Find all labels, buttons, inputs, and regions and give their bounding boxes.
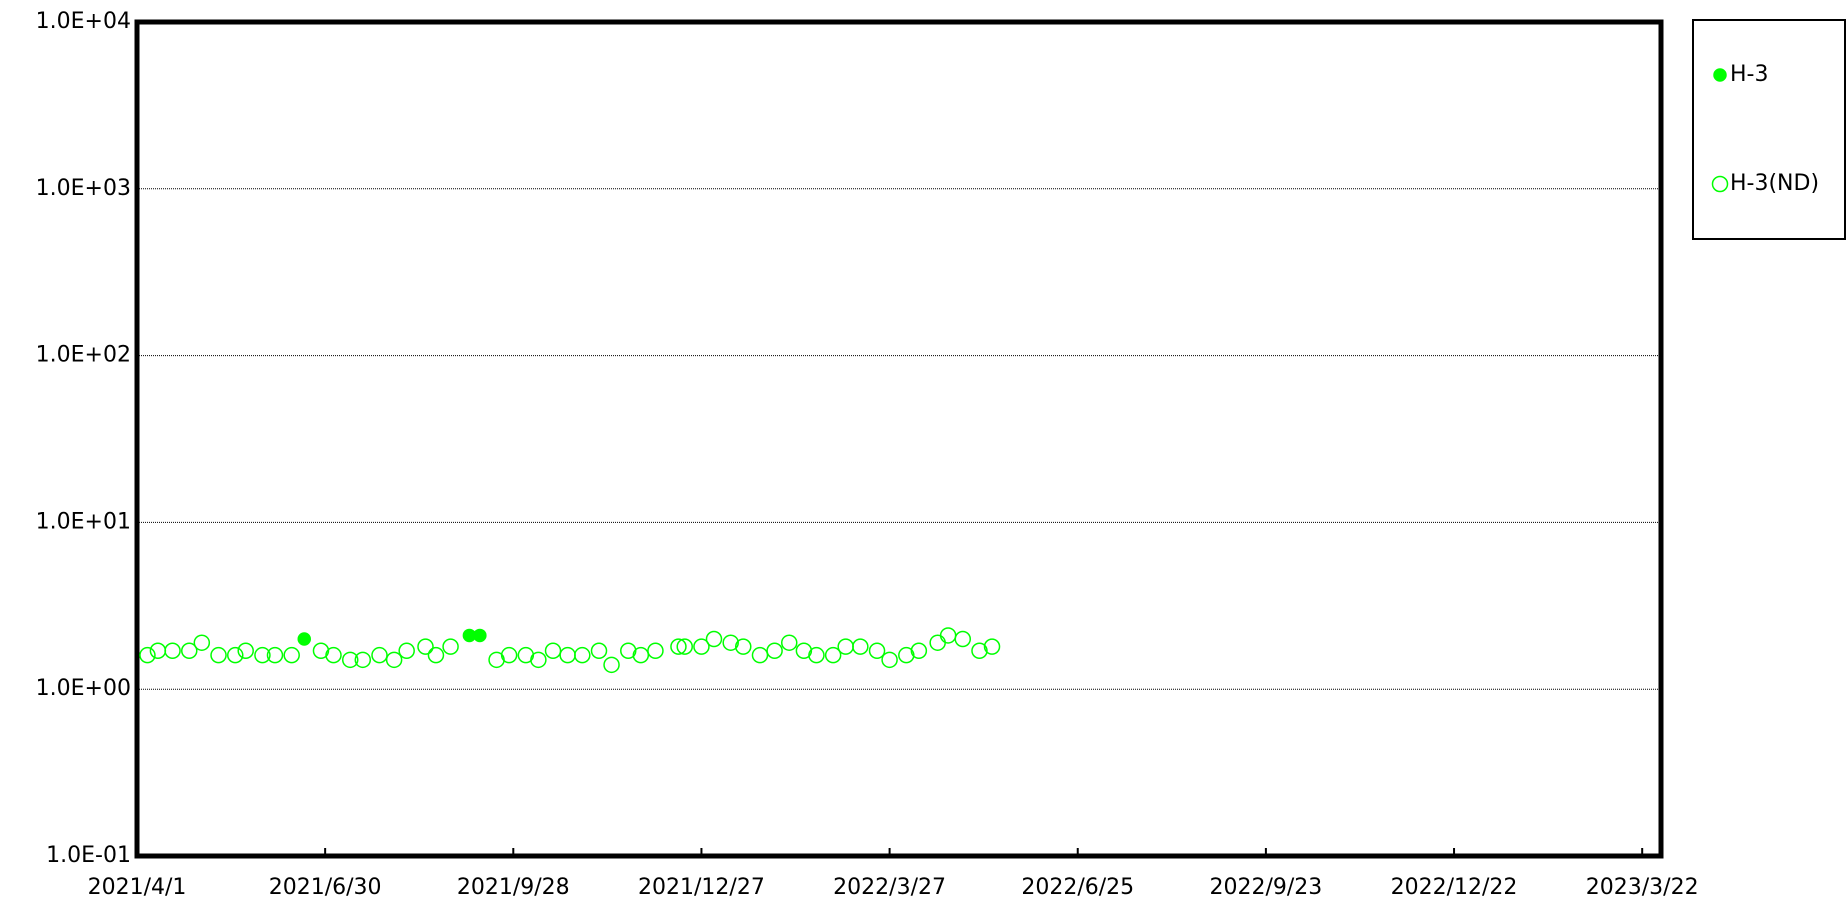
point bbox=[227, 646, 244, 664]
point bbox=[559, 646, 576, 664]
point bbox=[808, 646, 825, 664]
point bbox=[164, 642, 181, 660]
point bbox=[283, 646, 300, 664]
point bbox=[442, 638, 459, 655]
legend-label: H-3 bbox=[1730, 62, 1768, 87]
x-tick-label: 2021/12/27 bbox=[638, 875, 765, 900]
point bbox=[868, 642, 886, 660]
point bbox=[544, 642, 562, 660]
point bbox=[266, 646, 284, 664]
point bbox=[824, 646, 842, 664]
legend-marker bbox=[1713, 68, 1727, 82]
point bbox=[971, 642, 988, 660]
y-tick-label: 1.0E+04 bbox=[36, 9, 131, 34]
x-tick-label: 2021/9/28 bbox=[457, 875, 570, 900]
point bbox=[735, 638, 752, 655]
point bbox=[297, 632, 311, 646]
point bbox=[500, 646, 518, 664]
point bbox=[341, 651, 359, 669]
point bbox=[590, 642, 608, 660]
point bbox=[210, 646, 227, 664]
point bbox=[910, 642, 928, 660]
point bbox=[837, 638, 854, 655]
point bbox=[693, 638, 710, 655]
point bbox=[647, 642, 664, 660]
point bbox=[620, 642, 637, 660]
point bbox=[722, 634, 739, 651]
y-tick-label: 1.0E-01 bbox=[46, 843, 131, 868]
point bbox=[574, 646, 591, 664]
point bbox=[795, 642, 813, 660]
point bbox=[385, 651, 403, 669]
point bbox=[371, 646, 388, 664]
point bbox=[780, 634, 798, 651]
point bbox=[417, 638, 434, 655]
y-tick-label: 1.0E+02 bbox=[36, 343, 131, 368]
plot-frame bbox=[134, 19, 1664, 859]
point bbox=[751, 646, 769, 664]
point bbox=[139, 646, 156, 664]
legend-box bbox=[1692, 19, 1846, 240]
point bbox=[898, 646, 915, 664]
legend-marker bbox=[1711, 175, 1729, 193]
y-tick-label: 1.0E+00 bbox=[36, 676, 131, 701]
point bbox=[766, 642, 783, 660]
x-tick-label: 2022/6/25 bbox=[1021, 875, 1134, 900]
point bbox=[705, 630, 723, 648]
point bbox=[354, 651, 372, 669]
x-tick-label: 2022/9/23 bbox=[1209, 875, 1322, 900]
point bbox=[427, 646, 445, 664]
x-tick-label: 2022/12/22 bbox=[1391, 875, 1518, 900]
point bbox=[954, 630, 972, 648]
y-tick-label: 1.0E+03 bbox=[36, 176, 131, 201]
point bbox=[398, 642, 415, 660]
point bbox=[603, 656, 620, 674]
point bbox=[983, 638, 1001, 655]
point bbox=[676, 638, 693, 655]
point bbox=[254, 646, 271, 664]
legend-label: H-3(ND) bbox=[1730, 171, 1819, 196]
x-tick-label: 2022/3/27 bbox=[833, 875, 946, 900]
point bbox=[325, 646, 342, 664]
y-tick-label: 1.0E+01 bbox=[36, 509, 131, 534]
point bbox=[670, 638, 687, 655]
point bbox=[181, 642, 198, 660]
point bbox=[929, 634, 946, 651]
point bbox=[530, 651, 547, 669]
x-tick-label: 2021/6/30 bbox=[269, 875, 382, 900]
point bbox=[312, 642, 330, 660]
x-tick-label: 2021/4/1 bbox=[88, 875, 187, 900]
point bbox=[881, 651, 898, 669]
point bbox=[939, 627, 957, 644]
point bbox=[237, 642, 254, 660]
point bbox=[632, 646, 650, 664]
point bbox=[193, 634, 211, 651]
x-tick-label: 2023/3/22 bbox=[1586, 875, 1699, 900]
point bbox=[473, 628, 487, 643]
point bbox=[852, 638, 869, 655]
